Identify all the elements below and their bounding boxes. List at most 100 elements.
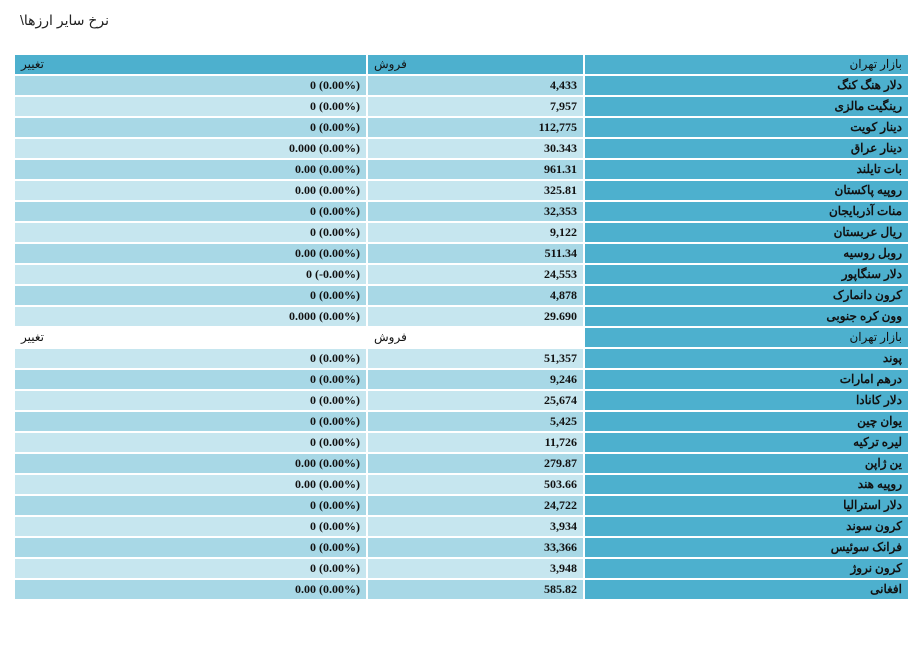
table-row: دلار استرالیا 24,722 0 (0.00%)	[15, 496, 908, 515]
table-row: درهم امارات 9,246 0 (0.00%)	[15, 370, 908, 389]
currency-name: دلار کانادا	[585, 391, 908, 410]
price-change: 0 (0.00%)	[15, 97, 366, 116]
sell-price: 11,726	[368, 433, 583, 452]
price-change: 0 (0.00%)	[15, 559, 366, 578]
price-change: 0 (0.00%)	[15, 223, 366, 242]
subheader-change: تغییر	[15, 328, 366, 347]
currency-name: ین ژاپن	[585, 454, 908, 473]
sell-price: 112,775	[368, 118, 583, 137]
sell-price: 4,433	[368, 76, 583, 95]
sell-price: 503.66	[368, 475, 583, 494]
table-row: کرون دانمارک 4,878 0 (0.00%)	[15, 286, 908, 305]
currency-name: دلار هنگ کنگ	[585, 76, 908, 95]
header-market: بازار تهران	[585, 55, 908, 74]
sell-price: 5,425	[368, 412, 583, 431]
price-change: 0.000 (0.00%)	[15, 139, 366, 158]
currency-name: پوند	[585, 349, 908, 368]
table-row: منات آذربایجان 32,353 0 (0.00%)	[15, 202, 908, 221]
sell-price: 4,878	[368, 286, 583, 305]
table-row: پوند 51,357 0 (0.00%)	[15, 349, 908, 368]
table-row: بات تایلند 961.31 0.00 (0.00%)	[15, 160, 908, 179]
currency-name: کرون نروژ	[585, 559, 908, 578]
table-row: کرون سوند 3,934 0 (0.00%)	[15, 517, 908, 536]
price-change: 0 (-0.00%)	[15, 265, 366, 284]
price-change: 0.00 (0.00%)	[15, 454, 366, 473]
sell-price: 511.34	[368, 244, 583, 263]
price-change: 0 (0.00%)	[15, 433, 366, 452]
table-subheader: بازار تهران فروش تغییر	[15, 328, 908, 347]
price-change: 0.00 (0.00%)	[15, 475, 366, 494]
price-change: 0 (0.00%)	[15, 370, 366, 389]
currency-name: کرون دانمارک	[585, 286, 908, 305]
sell-price: 325.81	[368, 181, 583, 200]
table-row: یوان چین 5,425 0 (0.00%)	[15, 412, 908, 431]
sell-price: 3,934	[368, 517, 583, 536]
price-change: 0.00 (0.00%)	[15, 160, 366, 179]
price-change: 0 (0.00%)	[15, 391, 366, 410]
sell-price: 9,122	[368, 223, 583, 242]
subheader-market: بازار تهران	[585, 328, 908, 347]
currency-name: یوان چین	[585, 412, 908, 431]
table-row: رینگیت مالزی 7,957 0 (0.00%)	[15, 97, 908, 116]
table-row: دینار عراق 30.343 0.000 (0.00%)	[15, 139, 908, 158]
table-row: افغانی 585.82 0.00 (0.00%)	[15, 580, 908, 599]
header-change: تغییر	[15, 55, 366, 74]
table-row: دلار سنگاپور 24,553 0 (-0.00%)	[15, 265, 908, 284]
table-row: روپیه هند 503.66 0.00 (0.00%)	[15, 475, 908, 494]
currency-name: افغانی	[585, 580, 908, 599]
table-row: ریال عربستان 9,122 0 (0.00%)	[15, 223, 908, 242]
price-change: 0 (0.00%)	[15, 349, 366, 368]
currency-name: روپیه پاکستان	[585, 181, 908, 200]
table-row: روپیه پاکستان 325.81 0.00 (0.00%)	[15, 181, 908, 200]
currency-name: لیره ترکیه	[585, 433, 908, 452]
price-change: 0 (0.00%)	[15, 202, 366, 221]
sell-price: 24,553	[368, 265, 583, 284]
table-row: لیره ترکیه 11,726 0 (0.00%)	[15, 433, 908, 452]
table-row: وون کره جنوبی 29.690 0.000 (0.00%)	[15, 307, 908, 326]
subheader-sell: فروش	[368, 328, 583, 347]
price-change: 0.00 (0.00%)	[15, 181, 366, 200]
table-header: بازار تهران فروش تغییر	[15, 55, 908, 74]
currency-name: درهم امارات	[585, 370, 908, 389]
currency-name: کرون سوند	[585, 517, 908, 536]
table-row: دینار کویت 112,775 0 (0.00%)	[15, 118, 908, 137]
price-change: 0.000 (0.00%)	[15, 307, 366, 326]
table-row: فرانک سوئیس 33,366 0 (0.00%)	[15, 538, 908, 557]
sell-price: 25,674	[368, 391, 583, 410]
table-row: کرون نروژ 3,948 0 (0.00%)	[15, 559, 908, 578]
currency-name: وون کره جنوبی	[585, 307, 908, 326]
currency-name: دینار کویت	[585, 118, 908, 137]
currency-name: روپیه هند	[585, 475, 908, 494]
sell-price: 30.343	[368, 139, 583, 158]
table-row: ین ژاپن 279.87 0.00 (0.00%)	[15, 454, 908, 473]
currency-name: رینگیت مالزی	[585, 97, 908, 116]
price-change: 0 (0.00%)	[15, 496, 366, 515]
sell-price: 51,357	[368, 349, 583, 368]
currency-name: فرانک سوئیس	[585, 538, 908, 557]
price-change: 0 (0.00%)	[15, 76, 366, 95]
price-change: 0 (0.00%)	[15, 286, 366, 305]
sell-price: 3,948	[368, 559, 583, 578]
sell-price: 961.31	[368, 160, 583, 179]
currency-name: منات آذربایجان	[585, 202, 908, 221]
price-change: 0 (0.00%)	[15, 118, 366, 137]
rates-table: بازار تهران فروش تغییر دلار هنگ کنگ 4,433…	[15, 55, 908, 601]
currency-name: دلار سنگاپور	[585, 265, 908, 284]
table-row: دلار هنگ کنگ 4,433 0 (0.00%)	[15, 76, 908, 95]
currency-name: دلار استرالیا	[585, 496, 908, 515]
table-row: دلار کانادا 25,674 0 (0.00%)	[15, 391, 908, 410]
price-change: 0.00 (0.00%)	[15, 580, 366, 599]
sell-price: 9,246	[368, 370, 583, 389]
price-change: 0 (0.00%)	[15, 412, 366, 431]
sell-price: 32,353	[368, 202, 583, 221]
sell-price: 279.87	[368, 454, 583, 473]
sell-price: 29.690	[368, 307, 583, 326]
sell-price: 7,957	[368, 97, 583, 116]
sell-price: 24,722	[368, 496, 583, 515]
sell-price: 585.82	[368, 580, 583, 599]
price-change: 0 (0.00%)	[15, 517, 366, 536]
currency-name: دینار عراق	[585, 139, 908, 158]
table-row: روبل روسیه 511.34 0.00 (0.00%)	[15, 244, 908, 263]
page-title: نرخ سایر ارزها\	[20, 12, 110, 28]
price-change: 0.00 (0.00%)	[15, 244, 366, 263]
